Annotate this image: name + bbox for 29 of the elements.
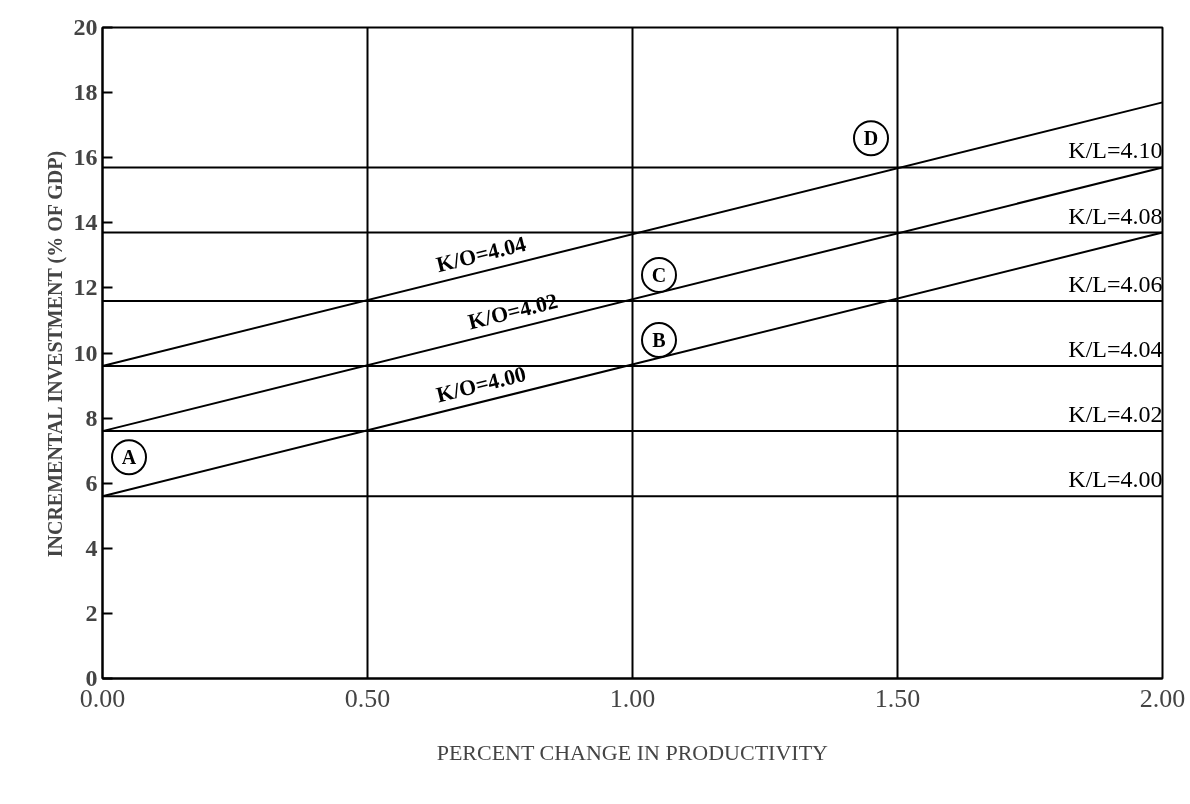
series-label: K/L=4.10 [1068,137,1163,164]
series-label: K/L=4.00 [1068,466,1163,493]
y-tick-label: 18 [73,79,98,106]
y-tick-label: 12 [73,274,98,301]
series-label: K/L=4.06 [1068,270,1163,297]
y-axis-title: INCREMENTAL INVESTMENT (% OF GDP) [43,150,67,558]
text: K/O=4.00 [433,361,529,408]
annotation: A [121,446,137,469]
series-label: K/L=4.04 [1068,336,1163,363]
x-tick-label: 1.00 [609,683,656,713]
series-label: K/L=4.08 [1068,202,1163,229]
y-tick-label: 14 [73,209,98,236]
y-tick-label: 16 [73,144,98,171]
x-tick-label: 2.00 [1139,683,1186,713]
annotation: D [863,127,879,150]
y-tick-label: 10 [73,339,98,366]
x-tick-label: 1.50 [874,683,921,713]
y-tick-label: 2 [85,599,98,626]
annotation: C [651,263,667,286]
x-axis-title: PERCENT CHANGE IN PRODUCTIVITY [436,739,829,765]
text: K/O=4.02 [465,288,561,335]
x-tick-label: 0.50 [344,683,391,713]
y-tick-label: 6 [85,469,98,496]
y-tick-label: 8 [85,404,98,431]
y-tick-label: 4 [85,534,98,561]
series-label: K/L=4.02 [1068,401,1163,428]
annotation: B [652,328,666,351]
text: K/O=4.04 [433,230,529,278]
y-tick-label: 20 [73,14,98,40]
